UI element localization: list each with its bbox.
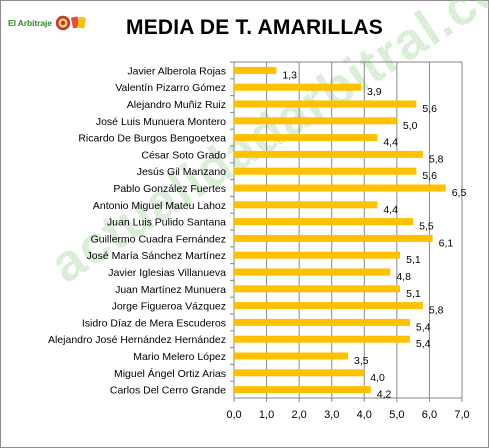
data-label: 4,0 [370, 372, 385, 384]
data-label: 3,5 [354, 355, 369, 367]
bar [234, 117, 397, 125]
category-label: Ricardo De Burgos Bengoetxea [78, 133, 226, 145]
category-label: Javier Iglesias Villanueva [108, 267, 226, 279]
x-tick-label: 2,0 [291, 409, 306, 421]
category-label: Guillermo Cuadra Fernández [91, 233, 226, 245]
x-tick-label: 3,0 [324, 409, 339, 421]
bar [234, 150, 423, 158]
data-label: 5,6 [422, 170, 437, 182]
bar [234, 234, 433, 242]
category-label: Javier Alberola Rojas [127, 65, 226, 77]
category-label: Alejandro José Hernández Hernández [48, 334, 226, 346]
data-label: 4,4 [383, 137, 398, 149]
data-label: 5,8 [429, 153, 444, 165]
x-tick-label: 4,0 [357, 409, 372, 421]
category-label: Pablo González Fuertes [113, 183, 226, 195]
bar [234, 369, 365, 377]
category-label: Isidro Díaz de Mera Escuderos [82, 317, 226, 329]
bar [234, 352, 348, 360]
bar [234, 134, 378, 142]
bar [234, 318, 410, 326]
data-label: 1,3 [282, 69, 297, 81]
category-label: Miguel Ángel Ortiz Arias [114, 367, 226, 380]
data-label: 5,1 [406, 288, 421, 300]
bar [234, 66, 277, 74]
brand-header: El Arbitraje [8, 14, 89, 32]
data-label: 4,8 [396, 271, 411, 283]
bar [234, 167, 417, 175]
category-label: José María Sánchez Martínez [87, 250, 226, 262]
referee-cards-logo-icon [55, 15, 86, 31]
data-label: 5,5 [419, 221, 434, 233]
data-label: 5,4 [416, 338, 431, 350]
data-label: 5,6 [422, 103, 437, 115]
x-tick-label: 7,0 [454, 409, 469, 421]
data-label: 5,4 [416, 321, 431, 333]
bar [234, 302, 423, 310]
bar [234, 83, 362, 91]
data-label: 5,1 [406, 254, 421, 266]
bar [234, 218, 414, 226]
category-label: Mario Melero López [133, 351, 226, 363]
bar [234, 386, 371, 394]
category-label: Carlos Del Cerro Grande [110, 385, 226, 397]
x-tick-label: 0,0 [226, 409, 241, 421]
data-label: 3,9 [367, 86, 382, 98]
chart-title: MEDIA DE T. AMARILLAS [126, 16, 383, 39]
bar [234, 268, 391, 276]
category-label: César Soto Grado [141, 149, 226, 161]
data-label: 6,1 [439, 237, 454, 249]
category-label: Valentín Pizarro Gómez [115, 82, 226, 94]
data-label: 5,8 [429, 305, 444, 317]
category-label: Juan Martínez Munuera [115, 284, 226, 296]
bar [234, 251, 401, 259]
bar [234, 285, 401, 293]
data-label: 6,5 [452, 187, 467, 199]
category-label: Jorge Figueroa Vázquez [112, 301, 226, 313]
category-label: José Luis Munuera Montero [96, 116, 226, 128]
category-label: Juan Luis Pulido Santana [107, 217, 226, 229]
x-tick-label: 6,0 [422, 409, 437, 421]
bar [234, 100, 417, 108]
x-tick-label: 5,0 [389, 409, 404, 421]
brand-name: El Arbitraje [8, 18, 52, 28]
category-label: Antonio Miguel Mateu Lahoz [93, 200, 226, 212]
bar [234, 335, 410, 343]
data-label: 4,2 [377, 389, 392, 401]
category-label: Alejandro Muñiz Ruiz [127, 99, 226, 111]
data-label: 4,4 [383, 204, 398, 216]
category-label: Jesús Gil Manzano [137, 166, 226, 178]
x-tick-label: 1,0 [259, 409, 274, 421]
bar [234, 184, 446, 192]
bar [234, 201, 378, 209]
data-label: 5,0 [403, 120, 418, 132]
